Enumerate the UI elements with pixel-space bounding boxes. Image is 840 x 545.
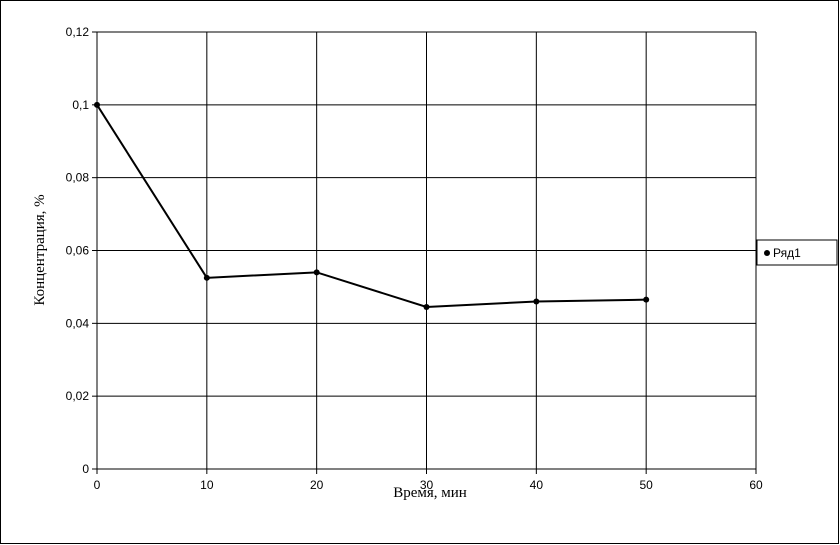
y-tick-label: 0,08 <box>66 171 90 185</box>
legend-marker <box>764 250 770 256</box>
y-tick-label: 0,06 <box>66 244 90 258</box>
legend: Ряд1 <box>756 239 838 266</box>
x-tick-label: 40 <box>530 478 544 492</box>
data-point <box>313 269 320 276</box>
legend-label: Ряд1 <box>773 246 801 260</box>
x-tick-label: 50 <box>639 478 653 492</box>
data-point <box>643 296 650 303</box>
tick-labels: 0 10 20 30 40 50 60 0 0,02 0,04 0,06 0,08 0,1 0,12 <box>66 25 763 492</box>
data-point <box>94 101 100 108</box>
grid <box>97 31 757 469</box>
data-point <box>203 274 210 281</box>
x-tick-label: 10 <box>200 478 214 492</box>
y-tick-label: 0,12 <box>66 25 90 39</box>
y-axis-title: Концентрация, % <box>32 194 48 305</box>
data-point <box>533 298 540 305</box>
y-tick-label: 0,04 <box>66 316 90 330</box>
x-tick-label: 20 <box>310 478 324 492</box>
series <box>94 101 650 310</box>
x-tick-label: 60 <box>749 478 763 492</box>
data-point <box>423 303 430 310</box>
y-tick-label: 0 <box>82 462 89 476</box>
legend-box <box>756 239 838 266</box>
series-line <box>96 104 647 308</box>
y-tick-label: 0,1 <box>72 98 89 112</box>
x-axis-title: Время, мин <box>393 485 467 501</box>
y-tick-label: 0,02 <box>66 389 90 403</box>
x-tick-label: 30 <box>420 478 434 492</box>
x-tick-label: 0 <box>94 478 101 492</box>
